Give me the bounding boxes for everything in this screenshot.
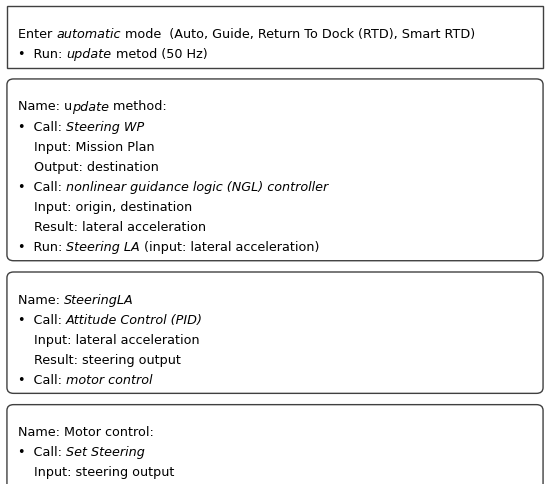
Text: Steering LA: Steering LA — [67, 241, 140, 254]
Text: •  Run:: • Run: — [18, 48, 67, 61]
Text: Set Steering: Set Steering — [66, 445, 145, 458]
Text: Steering WP: Steering WP — [66, 121, 144, 134]
Text: Input: lateral acceleration: Input: lateral acceleration — [18, 333, 200, 346]
Text: method:: method: — [109, 100, 167, 113]
Text: update: update — [67, 48, 112, 61]
Text: pdate: pdate — [72, 100, 109, 113]
Text: Input: steering output: Input: steering output — [18, 466, 174, 479]
Text: •  Call:: • Call: — [18, 121, 66, 134]
Text: Name:: Name: — [18, 293, 64, 306]
Text: Attitude Control (PID): Attitude Control (PID) — [66, 313, 203, 326]
Text: Result: lateral acceleration: Result: lateral acceleration — [18, 221, 206, 234]
Text: •  Call:: • Call: — [18, 181, 66, 194]
Text: Input: Mission Plan: Input: Mission Plan — [18, 140, 155, 153]
Text: Name: u: Name: u — [18, 100, 72, 113]
Text: metod (50 Hz): metod (50 Hz) — [112, 48, 207, 61]
Text: •  Call:: • Call: — [18, 313, 66, 326]
Text: Enter: Enter — [18, 28, 56, 41]
Text: •  Call:: • Call: — [18, 373, 66, 386]
Text: •  Call:: • Call: — [18, 445, 66, 458]
Text: Input: origin, destination: Input: origin, destination — [18, 201, 192, 214]
Text: mode  (Auto, Guide, Return To Dock (RTD), Smart RTD): mode (Auto, Guide, Return To Dock (RTD),… — [121, 28, 475, 41]
Text: Result: steering output: Result: steering output — [18, 353, 181, 366]
Text: Name: Motor control:: Name: Motor control: — [18, 425, 154, 439]
Text: automatic: automatic — [56, 28, 121, 41]
Text: SteeringLA: SteeringLA — [64, 293, 134, 306]
Text: nonlinear guidance logic (NGL) controller: nonlinear guidance logic (NGL) controlle… — [66, 181, 328, 194]
Text: Output: destination: Output: destination — [18, 161, 159, 174]
Text: •  Run:: • Run: — [18, 241, 67, 254]
Text: (input: lateral acceleration): (input: lateral acceleration) — [140, 241, 320, 254]
Text: motor control: motor control — [66, 373, 152, 386]
